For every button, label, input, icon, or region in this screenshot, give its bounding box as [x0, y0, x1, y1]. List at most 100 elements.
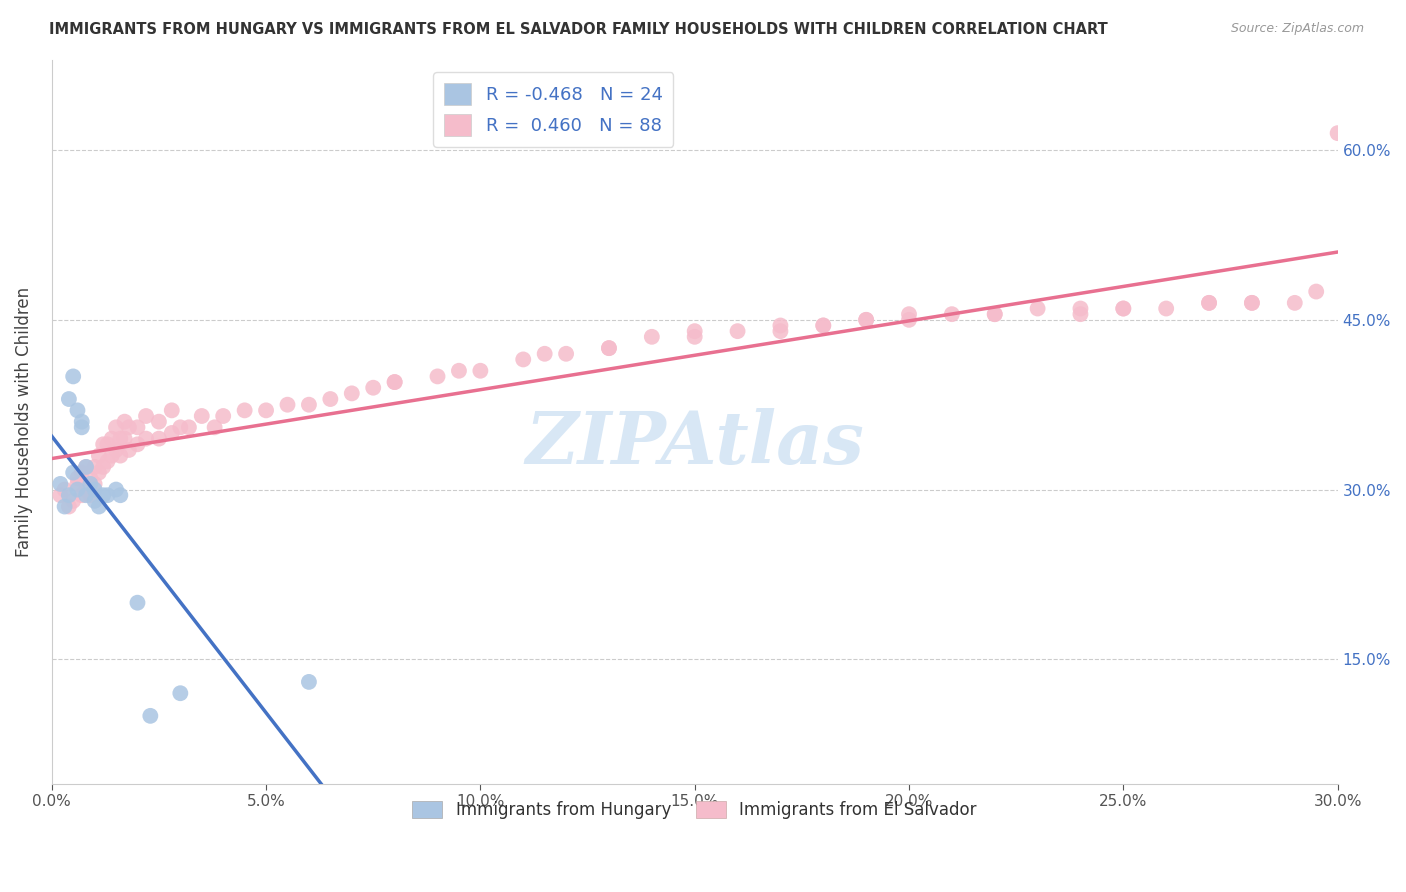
Point [100, 449, 122, 463]
Point [813, 318, 835, 333]
Text: ZIPAtlas: ZIPAtlas [526, 408, 865, 479]
Y-axis label: Family Households with Children: Family Households with Children [15, 286, 32, 557]
Point [105, 442, 128, 457]
Point [1240, 296, 1263, 310]
Point [555, 347, 578, 361]
Point [384, 375, 406, 389]
Point [96, 488, 118, 502]
Point [91, 459, 114, 474]
Point [1326, 126, 1348, 140]
Point [177, 420, 200, 434]
Point [1069, 301, 1091, 316]
Point [118, 420, 141, 434]
Point [727, 324, 749, 338]
Point [169, 686, 191, 700]
Point [105, 483, 128, 497]
Point [79, 476, 101, 491]
Point [114, 415, 136, 429]
Point [53, 483, 76, 497]
Point [66, 471, 89, 485]
Point [83, 476, 105, 491]
Point [96, 454, 118, 468]
Legend: Immigrants from Hungary, Immigrants from El Salvador: Immigrants from Hungary, Immigrants from… [406, 795, 984, 826]
Point [898, 307, 921, 321]
Point [75, 483, 97, 497]
Point [87, 466, 110, 480]
Point [62, 466, 84, 480]
Point [49, 488, 72, 502]
Point [1198, 296, 1220, 310]
Point [683, 324, 706, 338]
Point [70, 420, 93, 434]
Point [533, 347, 555, 361]
Point [66, 403, 89, 417]
Point [75, 488, 97, 502]
Point [148, 432, 170, 446]
Point [855, 313, 877, 327]
Point [1154, 301, 1177, 316]
Point [83, 494, 105, 508]
Point [96, 437, 118, 451]
Point [49, 476, 72, 491]
Point [83, 459, 105, 474]
Point [769, 318, 792, 333]
Point [105, 420, 128, 434]
Point [87, 449, 110, 463]
Point [426, 369, 449, 384]
Point [75, 459, 97, 474]
Point [340, 386, 363, 401]
Point [160, 403, 183, 417]
Point [1112, 301, 1135, 316]
Point [683, 330, 706, 344]
Point [110, 488, 132, 502]
Point [135, 432, 157, 446]
Text: Source: ZipAtlas.com: Source: ZipAtlas.com [1230, 22, 1364, 36]
Point [898, 313, 921, 327]
Point [62, 494, 84, 508]
Point [1240, 296, 1263, 310]
Point [66, 483, 89, 497]
Point [58, 392, 80, 406]
Point [470, 364, 492, 378]
Point [204, 420, 226, 434]
Point [598, 341, 620, 355]
Point [70, 488, 93, 502]
Point [83, 483, 105, 497]
Point [91, 488, 114, 502]
Point [361, 381, 384, 395]
Point [127, 437, 149, 451]
Point [298, 398, 321, 412]
Point [983, 307, 1005, 321]
Point [254, 403, 277, 417]
Point [941, 307, 963, 321]
Text: IMMIGRANTS FROM HUNGARY VS IMMIGRANTS FROM EL SALVADOR FAMILY HOUSEHOLDS WITH CH: IMMIGRANTS FROM HUNGARY VS IMMIGRANTS FR… [49, 22, 1108, 37]
Point [233, 403, 256, 417]
Point [1026, 301, 1049, 316]
Point [1069, 307, 1091, 321]
Point [1112, 301, 1135, 316]
Point [66, 476, 89, 491]
Point [298, 674, 321, 689]
Point [114, 432, 136, 446]
Point [75, 459, 97, 474]
Point [855, 313, 877, 327]
Point [1305, 285, 1327, 299]
Point [87, 500, 110, 514]
Point [139, 709, 162, 723]
Point [384, 375, 406, 389]
Point [641, 330, 664, 344]
Point [100, 432, 122, 446]
Point [62, 369, 84, 384]
Point [79, 471, 101, 485]
Point [160, 425, 183, 440]
Point [1284, 296, 1306, 310]
Point [769, 324, 792, 338]
Point [70, 466, 93, 480]
Point [813, 318, 835, 333]
Point [983, 307, 1005, 321]
Point [118, 442, 141, 457]
Point [148, 415, 170, 429]
Point [58, 500, 80, 514]
Point [191, 409, 214, 423]
Point [58, 488, 80, 502]
